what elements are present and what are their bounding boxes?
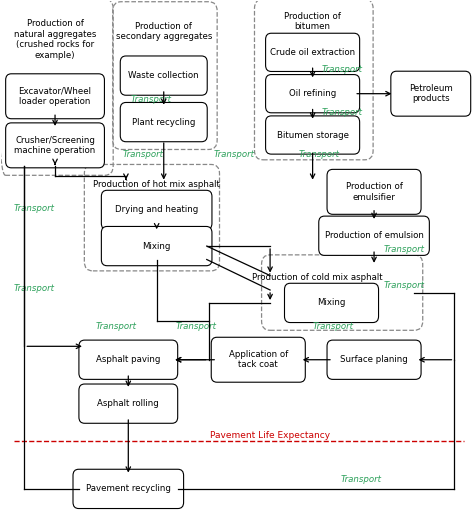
FancyBboxPatch shape [327,340,421,379]
Text: Asphalt rolling: Asphalt rolling [98,399,159,408]
Text: Production of emulsion: Production of emulsion [325,231,423,240]
Text: Transport: Transport [322,65,363,74]
FancyBboxPatch shape [327,169,421,214]
FancyBboxPatch shape [6,74,104,119]
Text: Crude oil extraction: Crude oil extraction [270,48,355,57]
Text: Transport: Transport [95,322,136,332]
FancyBboxPatch shape [319,216,429,255]
Text: Surface planing: Surface planing [340,355,408,364]
Text: Transport: Transport [14,204,55,212]
FancyBboxPatch shape [79,340,178,379]
FancyBboxPatch shape [120,103,207,142]
Text: Asphalt paving: Asphalt paving [96,355,161,364]
Text: Production of hot mix asphalt: Production of hot mix asphalt [93,180,220,189]
Text: Transport: Transport [175,322,217,332]
Text: Transport: Transport [341,474,382,484]
Text: Crusher/Screening
machine operation: Crusher/Screening machine operation [14,136,96,155]
FancyBboxPatch shape [211,337,305,382]
Text: Production of
bitumen: Production of bitumen [284,12,341,31]
Text: Mixing: Mixing [143,241,171,251]
Text: Pavement recycling: Pavement recycling [86,484,171,493]
FancyBboxPatch shape [265,75,360,113]
Text: Mixing: Mixing [317,298,346,307]
Text: Transport: Transport [299,150,339,160]
Text: Production of cold mix asphalt: Production of cold mix asphalt [252,272,383,282]
FancyBboxPatch shape [101,190,212,229]
Text: Production of
secondary aggregates: Production of secondary aggregates [116,22,212,41]
Text: Transport: Transport [123,150,164,160]
FancyBboxPatch shape [284,283,379,323]
Text: Pavement Life Expectancy: Pavement Life Expectancy [210,431,330,440]
FancyBboxPatch shape [73,469,183,509]
Text: Transport: Transport [322,108,363,117]
FancyBboxPatch shape [101,226,212,266]
Text: Production of
natural aggregates
(crushed rocks for
example): Production of natural aggregates (crushe… [14,19,96,60]
Text: Application of
tack coat: Application of tack coat [228,350,288,369]
Text: Oil refining: Oil refining [289,89,336,98]
Text: Bitumen storage: Bitumen storage [277,131,348,139]
Text: Drying and heating: Drying and heating [115,206,198,214]
Text: Transport: Transport [313,322,354,332]
FancyBboxPatch shape [391,71,471,116]
Text: Transport: Transport [383,281,425,290]
FancyBboxPatch shape [265,33,360,71]
Text: Petroleum
products: Petroleum products [409,84,453,104]
Text: Transport: Transport [213,150,255,160]
Text: Waste collection: Waste collection [128,71,199,80]
FancyBboxPatch shape [6,123,104,168]
Text: Transport: Transport [14,283,55,293]
FancyBboxPatch shape [265,116,360,154]
Text: Production of
emulsifier: Production of emulsifier [346,182,402,202]
FancyBboxPatch shape [120,56,207,95]
Text: Plant recycling: Plant recycling [132,118,195,126]
Text: Transport: Transport [131,95,172,104]
FancyBboxPatch shape [79,384,178,423]
Text: Transport: Transport [383,245,425,254]
Text: Excavator/Wheel
loader operation: Excavator/Wheel loader operation [18,87,91,106]
